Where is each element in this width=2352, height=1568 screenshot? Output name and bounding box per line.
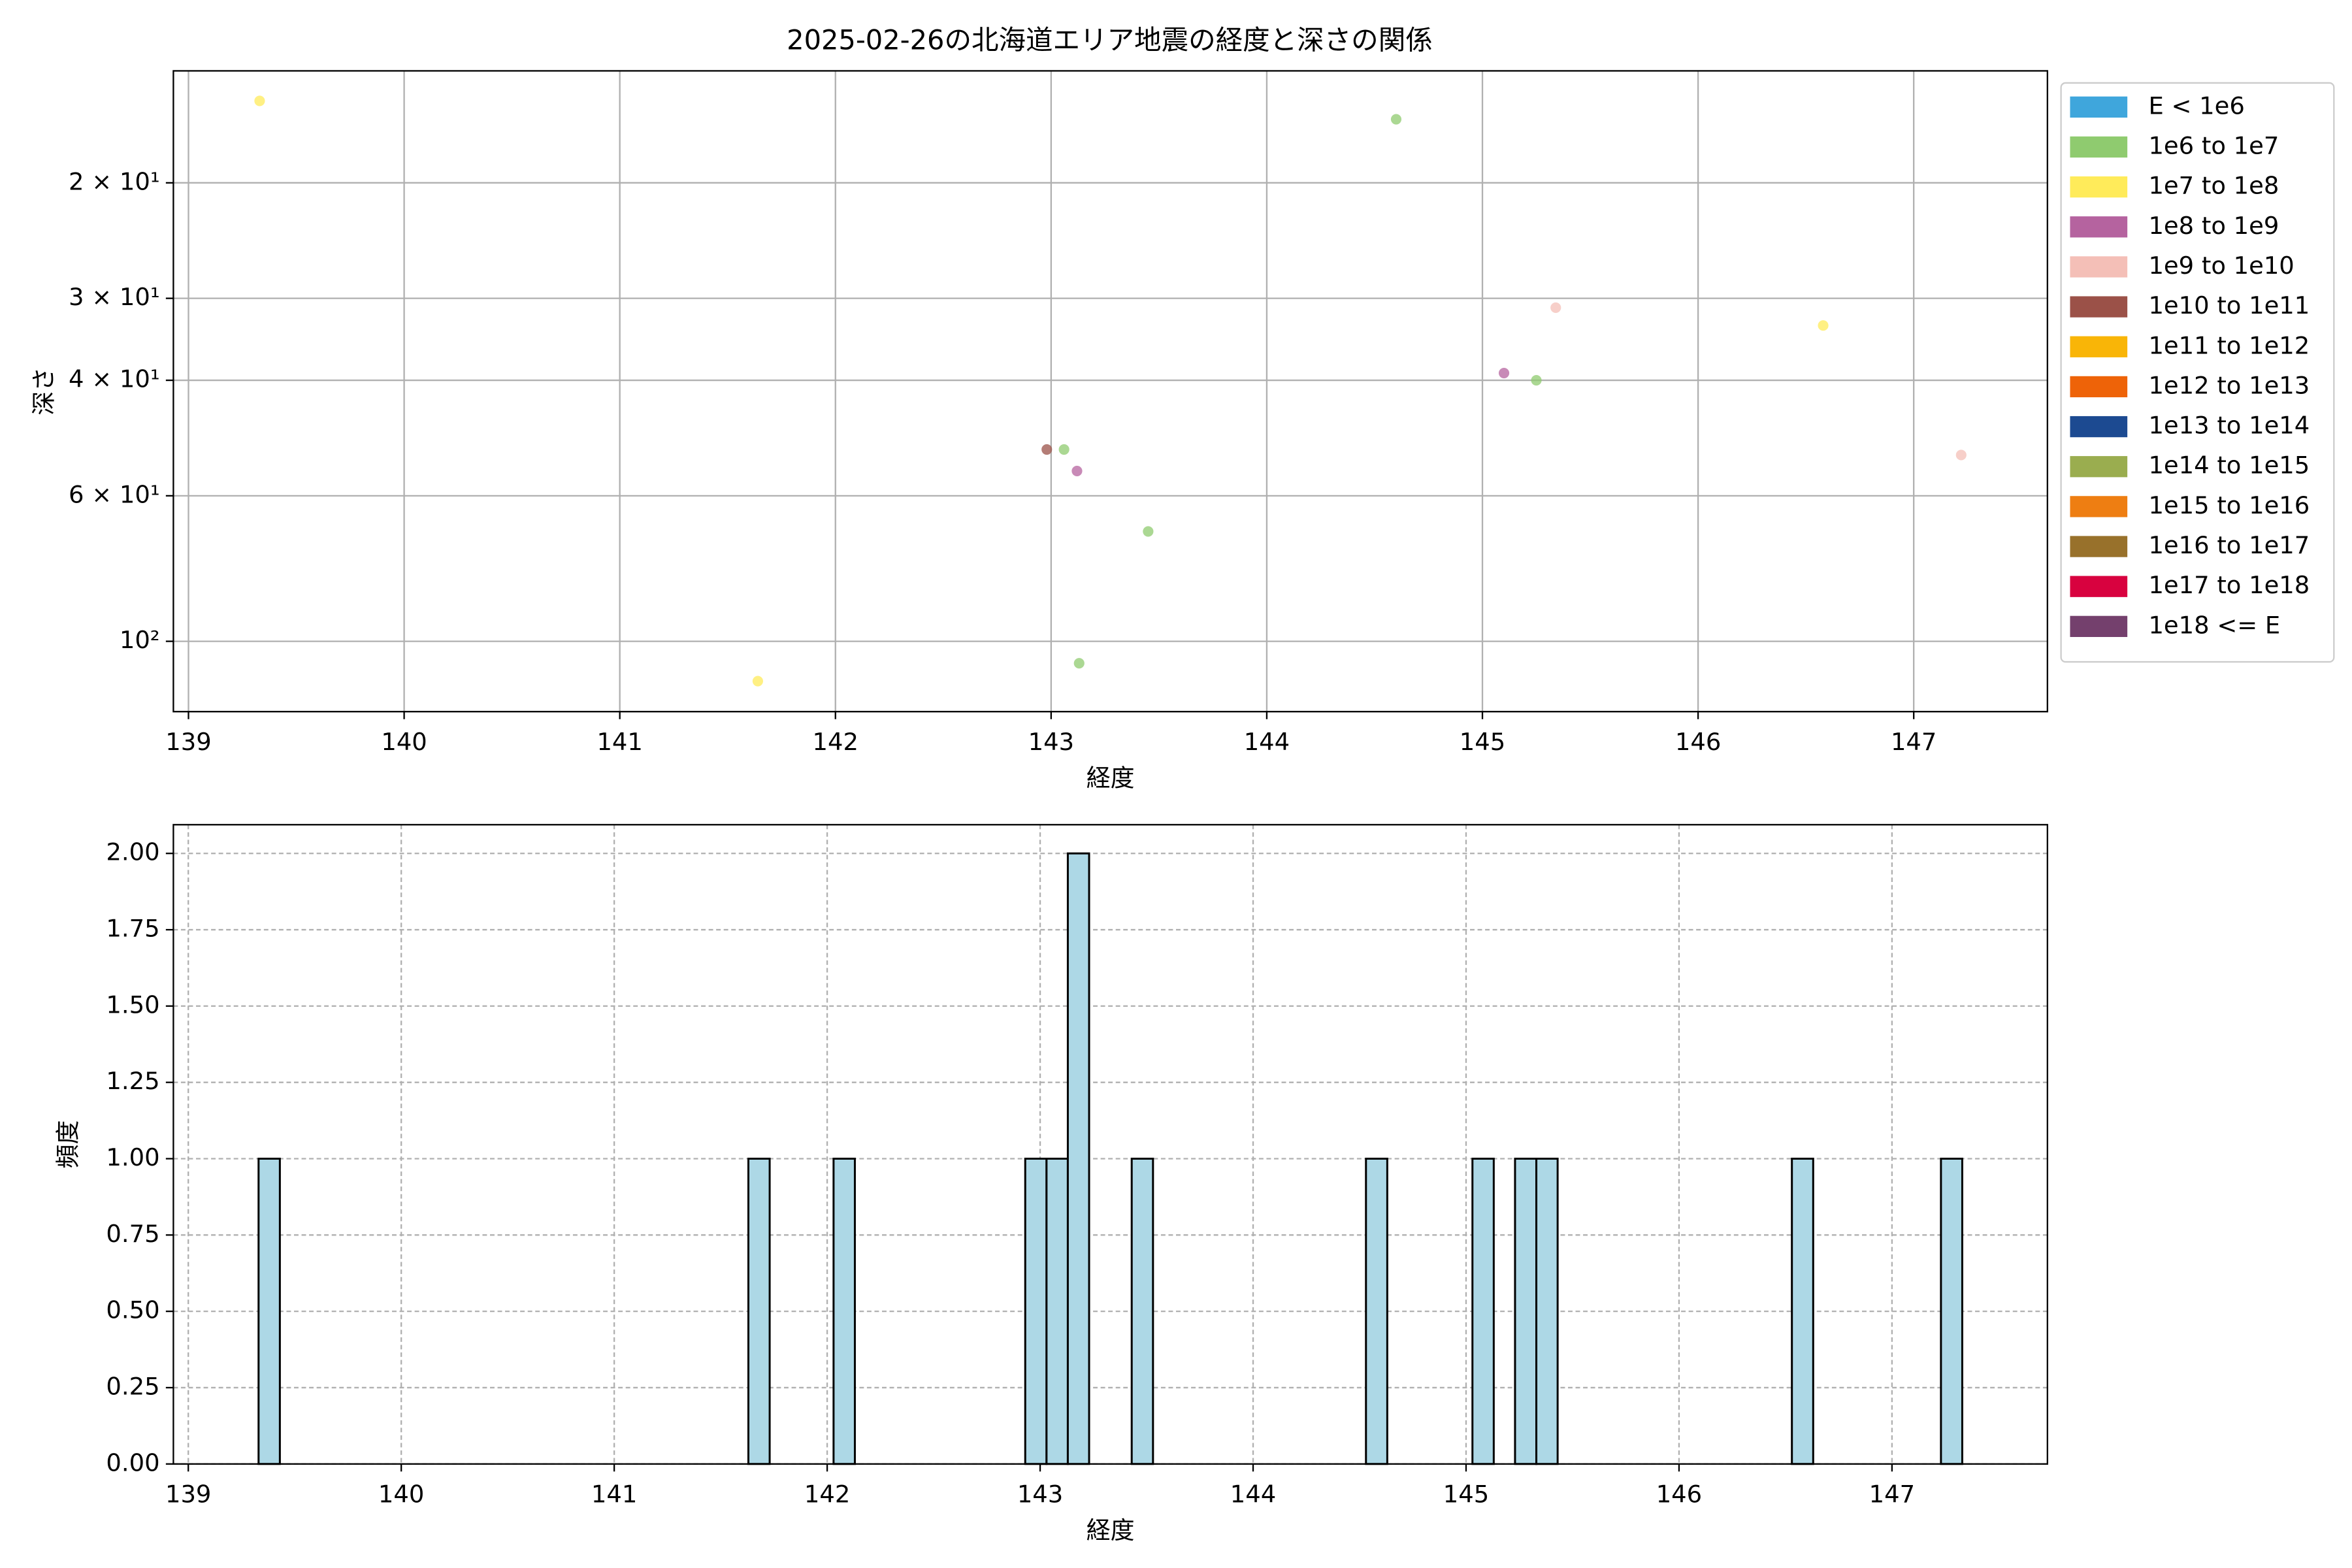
histogram-bar bbox=[1940, 1158, 1963, 1465]
y-tick-label: 1.25 bbox=[106, 1067, 159, 1095]
legend-swatch bbox=[2070, 336, 2128, 357]
legend-label: 1e17 to 1e18 bbox=[2148, 571, 2310, 599]
scatter-point bbox=[1390, 114, 1402, 125]
x-tick-label: 144 bbox=[1244, 728, 1290, 756]
histogram-bar bbox=[1535, 1158, 1559, 1465]
y-tick-label: 6 × 10¹ bbox=[69, 480, 160, 508]
plot-frame bbox=[172, 824, 2048, 1465]
legend-label: 1e6 to 1e7 bbox=[2148, 132, 2279, 160]
histogram-bar bbox=[1791, 1158, 1814, 1465]
chart-title: 2025-02-26の北海道エリア地震の経度と深さの関係 bbox=[787, 24, 1433, 56]
x-tick-label: 145 bbox=[1443, 1480, 1489, 1509]
y-tick-label: 1.00 bbox=[106, 1143, 159, 1171]
legend-swatch bbox=[2070, 615, 2128, 637]
legend-label: 1e13 to 1e14 bbox=[2148, 412, 2310, 440]
y-tick-label: 2.00 bbox=[106, 838, 159, 866]
scatter-point bbox=[1955, 449, 1967, 461]
scatter-point bbox=[1818, 320, 1829, 331]
scatter-point bbox=[1071, 465, 1083, 476]
legend-label: 1e12 to 1e13 bbox=[2148, 371, 2310, 399]
x-axis-label: 経度 bbox=[1086, 764, 1135, 792]
legend-label: 1e8 to 1e9 bbox=[2148, 212, 2279, 240]
legend-swatch bbox=[2070, 256, 2128, 278]
legend-swatch bbox=[2070, 216, 2128, 238]
x-tick-label: 146 bbox=[1675, 728, 1721, 756]
legend-label: 1e18 <= E bbox=[2148, 611, 2280, 639]
y-tick-label: 0.25 bbox=[106, 1372, 159, 1400]
y-tick-label: 0.75 bbox=[106, 1220, 159, 1248]
legend-label: 1e10 to 1e11 bbox=[2148, 291, 2310, 319]
legend-label: 1e11 to 1e12 bbox=[2148, 331, 2310, 359]
x-axis-label: 経度 bbox=[1086, 1516, 1135, 1544]
legend-label: 1e16 to 1e17 bbox=[2148, 531, 2310, 559]
x-tick-label: 147 bbox=[1891, 728, 1936, 756]
histogram-bar bbox=[1471, 1158, 1495, 1465]
x-tick-label: 145 bbox=[1460, 728, 1505, 756]
scatter-point bbox=[1058, 444, 1070, 455]
x-tick-label: 147 bbox=[1869, 1480, 1915, 1509]
histogram-bar bbox=[1130, 1158, 1154, 1465]
scatter-point bbox=[1531, 374, 1542, 386]
scatter-point bbox=[1041, 444, 1053, 455]
y-tick-label: 4 × 10¹ bbox=[69, 365, 160, 393]
legend-frame bbox=[2060, 82, 2335, 663]
histogram-bar bbox=[1365, 1158, 1388, 1465]
legend-label: 1e9 to 1e10 bbox=[2148, 252, 2294, 280]
x-tick-label: 146 bbox=[1656, 1480, 1702, 1509]
y-tick-label: 1.50 bbox=[106, 990, 159, 1019]
scatter-point bbox=[1073, 658, 1085, 669]
legend-swatch bbox=[2070, 136, 2128, 158]
legend-swatch bbox=[2070, 96, 2128, 118]
y-tick-label: 3 × 10¹ bbox=[69, 283, 160, 311]
scatter-point bbox=[752, 676, 763, 687]
histogram-bar bbox=[1045, 1158, 1069, 1465]
legend-label: 1e7 to 1e8 bbox=[2148, 172, 2279, 200]
legend-swatch bbox=[2070, 456, 2128, 478]
x-tick-label: 141 bbox=[591, 1480, 637, 1509]
y-tick-label: 1.75 bbox=[106, 915, 159, 943]
x-tick-label: 144 bbox=[1230, 1480, 1276, 1509]
legend-label: E < 1e6 bbox=[2148, 91, 2244, 120]
x-tick-label: 143 bbox=[1017, 1480, 1063, 1509]
x-tick-label: 139 bbox=[165, 1480, 211, 1509]
legend-swatch bbox=[2070, 376, 2128, 398]
y-tick-label: 2 × 10¹ bbox=[69, 167, 160, 195]
histogram-bar bbox=[747, 1158, 771, 1465]
scatter-point bbox=[1143, 526, 1154, 537]
x-tick-label: 143 bbox=[1028, 728, 1074, 756]
histogram-bar bbox=[832, 1158, 856, 1465]
y-tick-label: 0.00 bbox=[106, 1448, 159, 1477]
legend-swatch bbox=[2070, 576, 2128, 597]
histogram-bar bbox=[1514, 1158, 1538, 1465]
y-tick-label: 0.50 bbox=[106, 1296, 159, 1324]
histogram-bar bbox=[257, 1158, 281, 1465]
y-axis-label: 深さ bbox=[30, 367, 58, 416]
histogram-bar bbox=[1066, 852, 1090, 1465]
x-tick-label: 142 bbox=[813, 728, 858, 756]
legend-label: 1e15 to 1e16 bbox=[2148, 491, 2310, 519]
scatter-point bbox=[254, 95, 265, 106]
x-tick-label: 142 bbox=[804, 1480, 850, 1509]
x-tick-label: 140 bbox=[381, 728, 427, 756]
y-axis-label: 頻度 bbox=[54, 1120, 82, 1169]
legend-label: 1e14 to 1e15 bbox=[2148, 451, 2310, 480]
x-tick-label: 140 bbox=[378, 1480, 424, 1509]
y-tick-label: 10² bbox=[120, 626, 160, 654]
legend-swatch bbox=[2070, 296, 2128, 318]
scatter-point bbox=[1550, 302, 1561, 314]
x-tick-label: 139 bbox=[165, 728, 211, 756]
legend-swatch bbox=[2070, 536, 2128, 557]
scatter-point bbox=[1498, 367, 1510, 379]
plot-frame bbox=[172, 70, 2048, 713]
histogram-bar bbox=[1024, 1158, 1048, 1465]
legend-swatch bbox=[2070, 416, 2128, 438]
legend-swatch bbox=[2070, 496, 2128, 517]
legend-swatch bbox=[2070, 176, 2128, 198]
x-tick-label: 141 bbox=[596, 728, 642, 756]
